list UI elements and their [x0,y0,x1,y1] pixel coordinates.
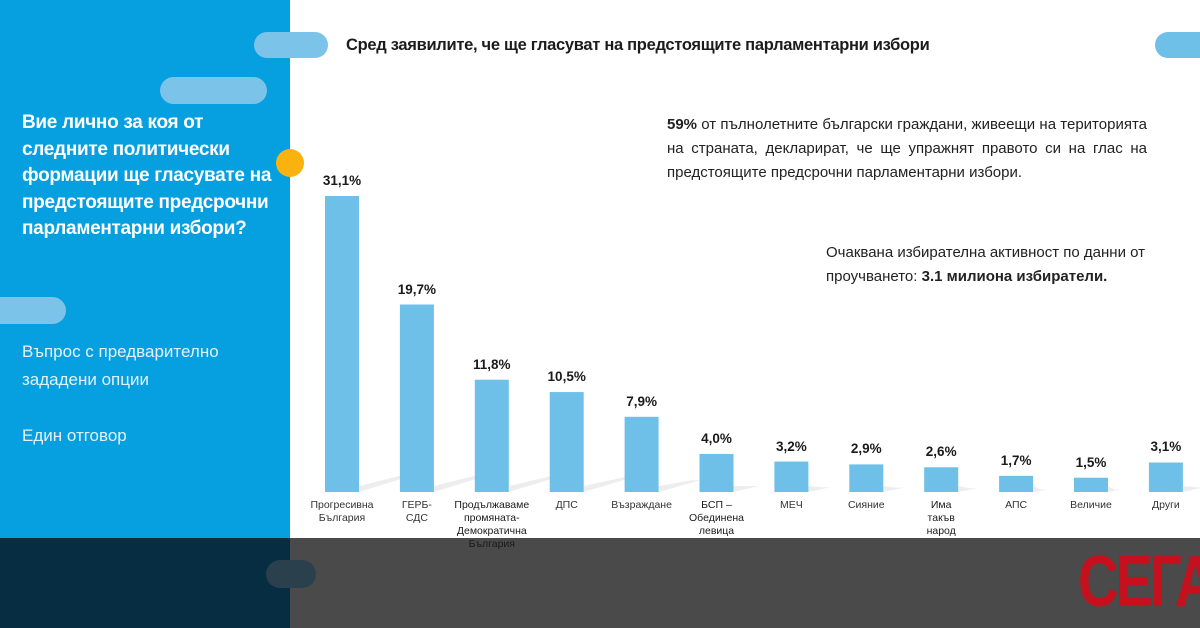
category-label-line: Прогресивна [310,499,374,511]
expected-text: Очаквана избирателна активност по данни … [826,244,1146,285]
category-label-line: Обединена [689,512,744,524]
bar [325,196,359,492]
category-label-line: България [318,512,366,524]
value-label: 2,9% [850,441,882,457]
bar-shadow [658,480,701,492]
value-label: 4,0% [701,430,732,446]
bar-shadow [1182,486,1200,492]
category-label-line: ДПС [555,499,578,511]
category-label-line: МЕЧ [780,499,803,511]
bar [999,475,1034,492]
category-label: МЕЧ [746,499,836,512]
category-label-line: България [468,538,515,550]
expected-turnout-note: Очаквана избирателна активност по данни … [826,241,1156,289]
category-label: Има такъв народ [896,499,986,538]
category-label-line: ГЕРБ- [401,499,432,511]
bar [774,461,809,492]
category-label: Продължаваме промяната- Демократична Българ… [447,499,537,551]
survey-question: Вие лично за коя от следните политически… [22,112,272,239]
decorative-pill [266,560,316,588]
category-label: Величие [1046,499,1136,512]
value-label: 10,5% [547,369,586,385]
category-label-line: АПС [1005,499,1028,511]
question-type: Въпрос с предварително зададени опции [22,342,219,389]
category-label-line: Сияние [847,499,885,511]
decorative-pill [254,32,328,58]
category-label-line: левица [698,525,735,537]
value-label: 3,1% [1150,439,1182,455]
bar [1074,477,1108,492]
bar-shadow [508,474,568,492]
bar-shadow [883,486,904,492]
expected-value: 3.1 милиона избиратели. [921,268,1108,285]
category-label-line: БСП – [701,499,732,511]
category-label-line: Има [930,499,952,511]
value-label: 19,7% [397,281,437,297]
bar [1148,462,1183,492]
decorative-pill [1155,32,1200,58]
category-label: Други [1121,499,1200,512]
bar-shadow [1033,486,1049,492]
bar-shadow [1108,486,1123,492]
accent-dot [276,149,304,177]
bar [924,467,959,492]
category-label-line: промяната- [463,512,520,524]
bar-shadow [583,476,637,492]
category-label-line: Продължаваме [454,499,530,511]
sega-logo: СЕГА [1078,542,1200,622]
bar [549,392,584,492]
bar [474,379,509,492]
category-label-line: СДС [405,512,428,524]
value-label: 31,1% [322,173,362,188]
decorative-pill [160,77,267,104]
turnout-note: 59% от пълнолетните български граждани, … [667,113,1147,185]
value-label: 3,2% [776,438,807,454]
value-label: 2,6% [925,444,957,460]
value-label: 1,5% [1075,454,1107,470]
turnout-text: от пълнолетните български граждани, живе… [667,116,1147,181]
bar [624,416,659,492]
bar [849,464,884,492]
answer-type: Един отговор [22,426,127,445]
turnout-percent: 59% [667,116,698,133]
category-label-line: такъв [927,512,955,524]
footer-dark [0,538,290,628]
bar-shadow [733,486,759,492]
value-label: 7,9% [626,393,657,409]
category-label: БСП – Обединена левица [672,499,762,538]
category-label-line: народ [926,525,956,537]
category-label-line: Демократична [456,525,527,537]
bar [399,304,434,492]
category-label-line: Други [1152,499,1180,511]
footer-grey [290,538,1200,628]
category-label: ДПС [522,499,612,512]
category-label: ГЕРБ- СДС [372,499,462,525]
category-label: АПС [971,499,1061,512]
value-label: 11,8% [473,356,511,372]
bar [699,453,734,492]
bar-shadow [958,486,978,492]
category-label: Сияние [821,499,911,512]
category-label: Възраждане [597,499,687,512]
category-label: Прогресивна България [297,499,387,525]
category-label-line: Величие [1070,499,1112,511]
chart-title: Сред заявилите, че ще гласуват на предст… [346,36,930,54]
value-label: 1,7% [1000,452,1032,468]
bar-shadow [808,486,831,492]
category-label-line: Възраждане [611,499,672,511]
decorative-pill [0,297,66,324]
